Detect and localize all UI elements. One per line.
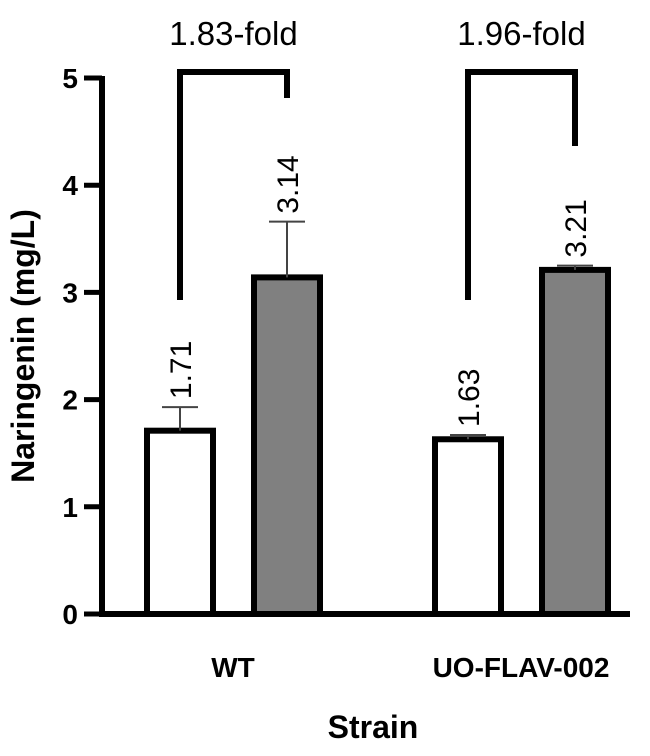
data-label: 1.63 <box>453 369 486 427</box>
significance-bracket <box>177 69 290 300</box>
bar <box>251 274 323 617</box>
x-axis-title: Strain <box>328 709 419 745</box>
y-tick-label: 2 <box>62 385 78 416</box>
bar <box>432 436 504 617</box>
data-label: 1.71 <box>165 341 198 399</box>
y-tick-label: 3 <box>62 277 78 308</box>
fold-change-label: 1.96-fold <box>457 15 585 52</box>
significance-bracket <box>465 69 578 300</box>
y-tick-label: 4 <box>62 170 78 201</box>
data-label: 3.14 <box>272 155 305 213</box>
x-category-label: UO-FLAV-002 <box>433 652 610 683</box>
bar <box>539 266 611 617</box>
y-tick-label: 0 <box>62 599 78 630</box>
bar <box>144 427 216 617</box>
data-label: 3.21 <box>560 199 593 257</box>
x-category-label: WT <box>211 652 255 683</box>
y-tick-label: 1 <box>62 492 78 523</box>
y-tick-label: 5 <box>62 63 78 94</box>
fold-change-label: 1.83-fold <box>169 15 297 52</box>
y-axis-title: Naringenin (mg/L) <box>5 209 41 483</box>
